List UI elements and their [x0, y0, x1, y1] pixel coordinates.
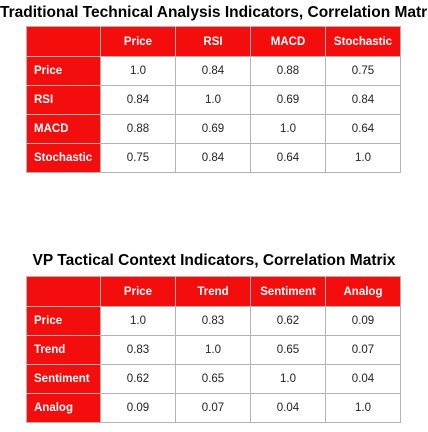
- correlation-table: Price RSI MACD Stochastic Price 1.0 0.84…: [26, 26, 401, 173]
- correlation-cell: 0.65: [175, 364, 251, 394]
- correlation-cell: 0.65: [250, 335, 326, 365]
- correlation-cell: 0.84: [175, 56, 251, 86]
- correlation-cell: 0.88: [100, 114, 176, 144]
- correlation-cell: 0.69: [250, 85, 326, 115]
- correlation-cell: 0.83: [175, 306, 251, 336]
- correlation-cell: 1.0: [250, 364, 326, 394]
- row-header: RSI: [26, 85, 101, 115]
- correlation-cell: 0.75: [100, 143, 176, 173]
- correlation-cell: 0.62: [100, 364, 176, 394]
- correlation-cell: 0.07: [325, 335, 401, 365]
- column-header: Price: [100, 276, 176, 307]
- correlation-cell: 0.84: [175, 143, 251, 173]
- correlation-cell: 0.62: [250, 306, 326, 336]
- column-header: Sentiment: [250, 276, 326, 307]
- correlation-matrix-traditional: Traditional Technical Analysis Indicator…: [0, 0, 428, 173]
- correlation-cell: 0.09: [325, 306, 401, 336]
- correlation-table: Price Trend Sentiment Analog Price 1.0 0…: [26, 276, 401, 423]
- correlation-matrix-vp-tactical: VP Tactical Context Indicators, Correlat…: [0, 248, 428, 423]
- table-row: Analog 0.09 0.07 0.04 1.0: [26, 393, 401, 423]
- correlation-cell: 0.64: [325, 114, 401, 144]
- column-header: Price: [100, 26, 176, 57]
- column-header: MACD: [250, 26, 326, 57]
- matrix-title: VP Tactical Context Indicators, Correlat…: [32, 252, 396, 269]
- correlation-cell: 1.0: [325, 393, 401, 423]
- correlation-cell: 0.07: [175, 393, 251, 423]
- column-header: Analog: [325, 276, 401, 307]
- matrix-title: Traditional Technical Analysis Indicator…: [0, 4, 428, 21]
- correlation-cell: 1.0: [250, 114, 326, 144]
- correlation-cell: 0.69: [175, 114, 251, 144]
- row-header: Trend: [26, 335, 101, 365]
- row-header: MACD: [26, 114, 101, 144]
- column-header: RSI: [175, 26, 251, 57]
- correlation-cell: 1.0: [175, 335, 251, 365]
- table-row: Price 1.0 0.83 0.62 0.09: [26, 306, 401, 336]
- correlation-cell: 0.04: [250, 393, 326, 423]
- correlation-cell: 0.75: [325, 56, 401, 86]
- row-header: Analog: [26, 393, 101, 423]
- header-row: Price Trend Sentiment Analog: [26, 276, 401, 307]
- corner-cell: [26, 26, 101, 57]
- table-row: Stochastic 0.75 0.84 0.64 1.0: [26, 143, 401, 173]
- header-row: Price RSI MACD Stochastic: [26, 26, 401, 57]
- correlation-cell: 0.04: [325, 364, 401, 394]
- correlation-cell: 0.84: [100, 85, 176, 115]
- row-header: Price: [26, 306, 101, 336]
- column-header: Trend: [175, 276, 251, 307]
- correlation-cell: 0.88: [250, 56, 326, 86]
- table-row: RSI 0.84 1.0 0.69 0.84: [26, 85, 401, 115]
- correlation-cell: 0.84: [325, 85, 401, 115]
- row-header: Sentiment: [26, 364, 101, 394]
- column-header: Stochastic: [325, 26, 401, 57]
- table-row: Trend 0.83 1.0 0.65 0.07: [26, 335, 401, 365]
- table-row: MACD 0.88 0.69 1.0 0.64: [26, 114, 401, 144]
- corner-cell: [26, 276, 101, 307]
- correlation-cell: 1.0: [100, 306, 176, 336]
- correlation-cell: 1.0: [100, 56, 176, 86]
- correlation-cell: 1.0: [175, 85, 251, 115]
- row-header: Price: [26, 56, 101, 86]
- correlation-cell: 0.09: [100, 393, 176, 423]
- correlation-cell: 0.83: [100, 335, 176, 365]
- table-row: Sentiment 0.62 0.65 1.0 0.04: [26, 364, 401, 394]
- table-row: Price 1.0 0.84 0.88 0.75: [26, 56, 401, 86]
- row-header: Stochastic: [26, 143, 101, 173]
- correlation-cell: 0.64: [250, 143, 326, 173]
- correlation-cell: 1.0: [325, 143, 401, 173]
